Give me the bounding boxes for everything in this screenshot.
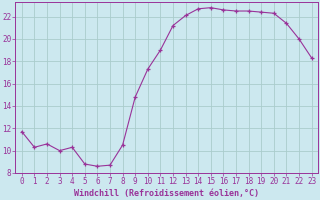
X-axis label: Windchill (Refroidissement éolien,°C): Windchill (Refroidissement éolien,°C) [74,189,259,198]
